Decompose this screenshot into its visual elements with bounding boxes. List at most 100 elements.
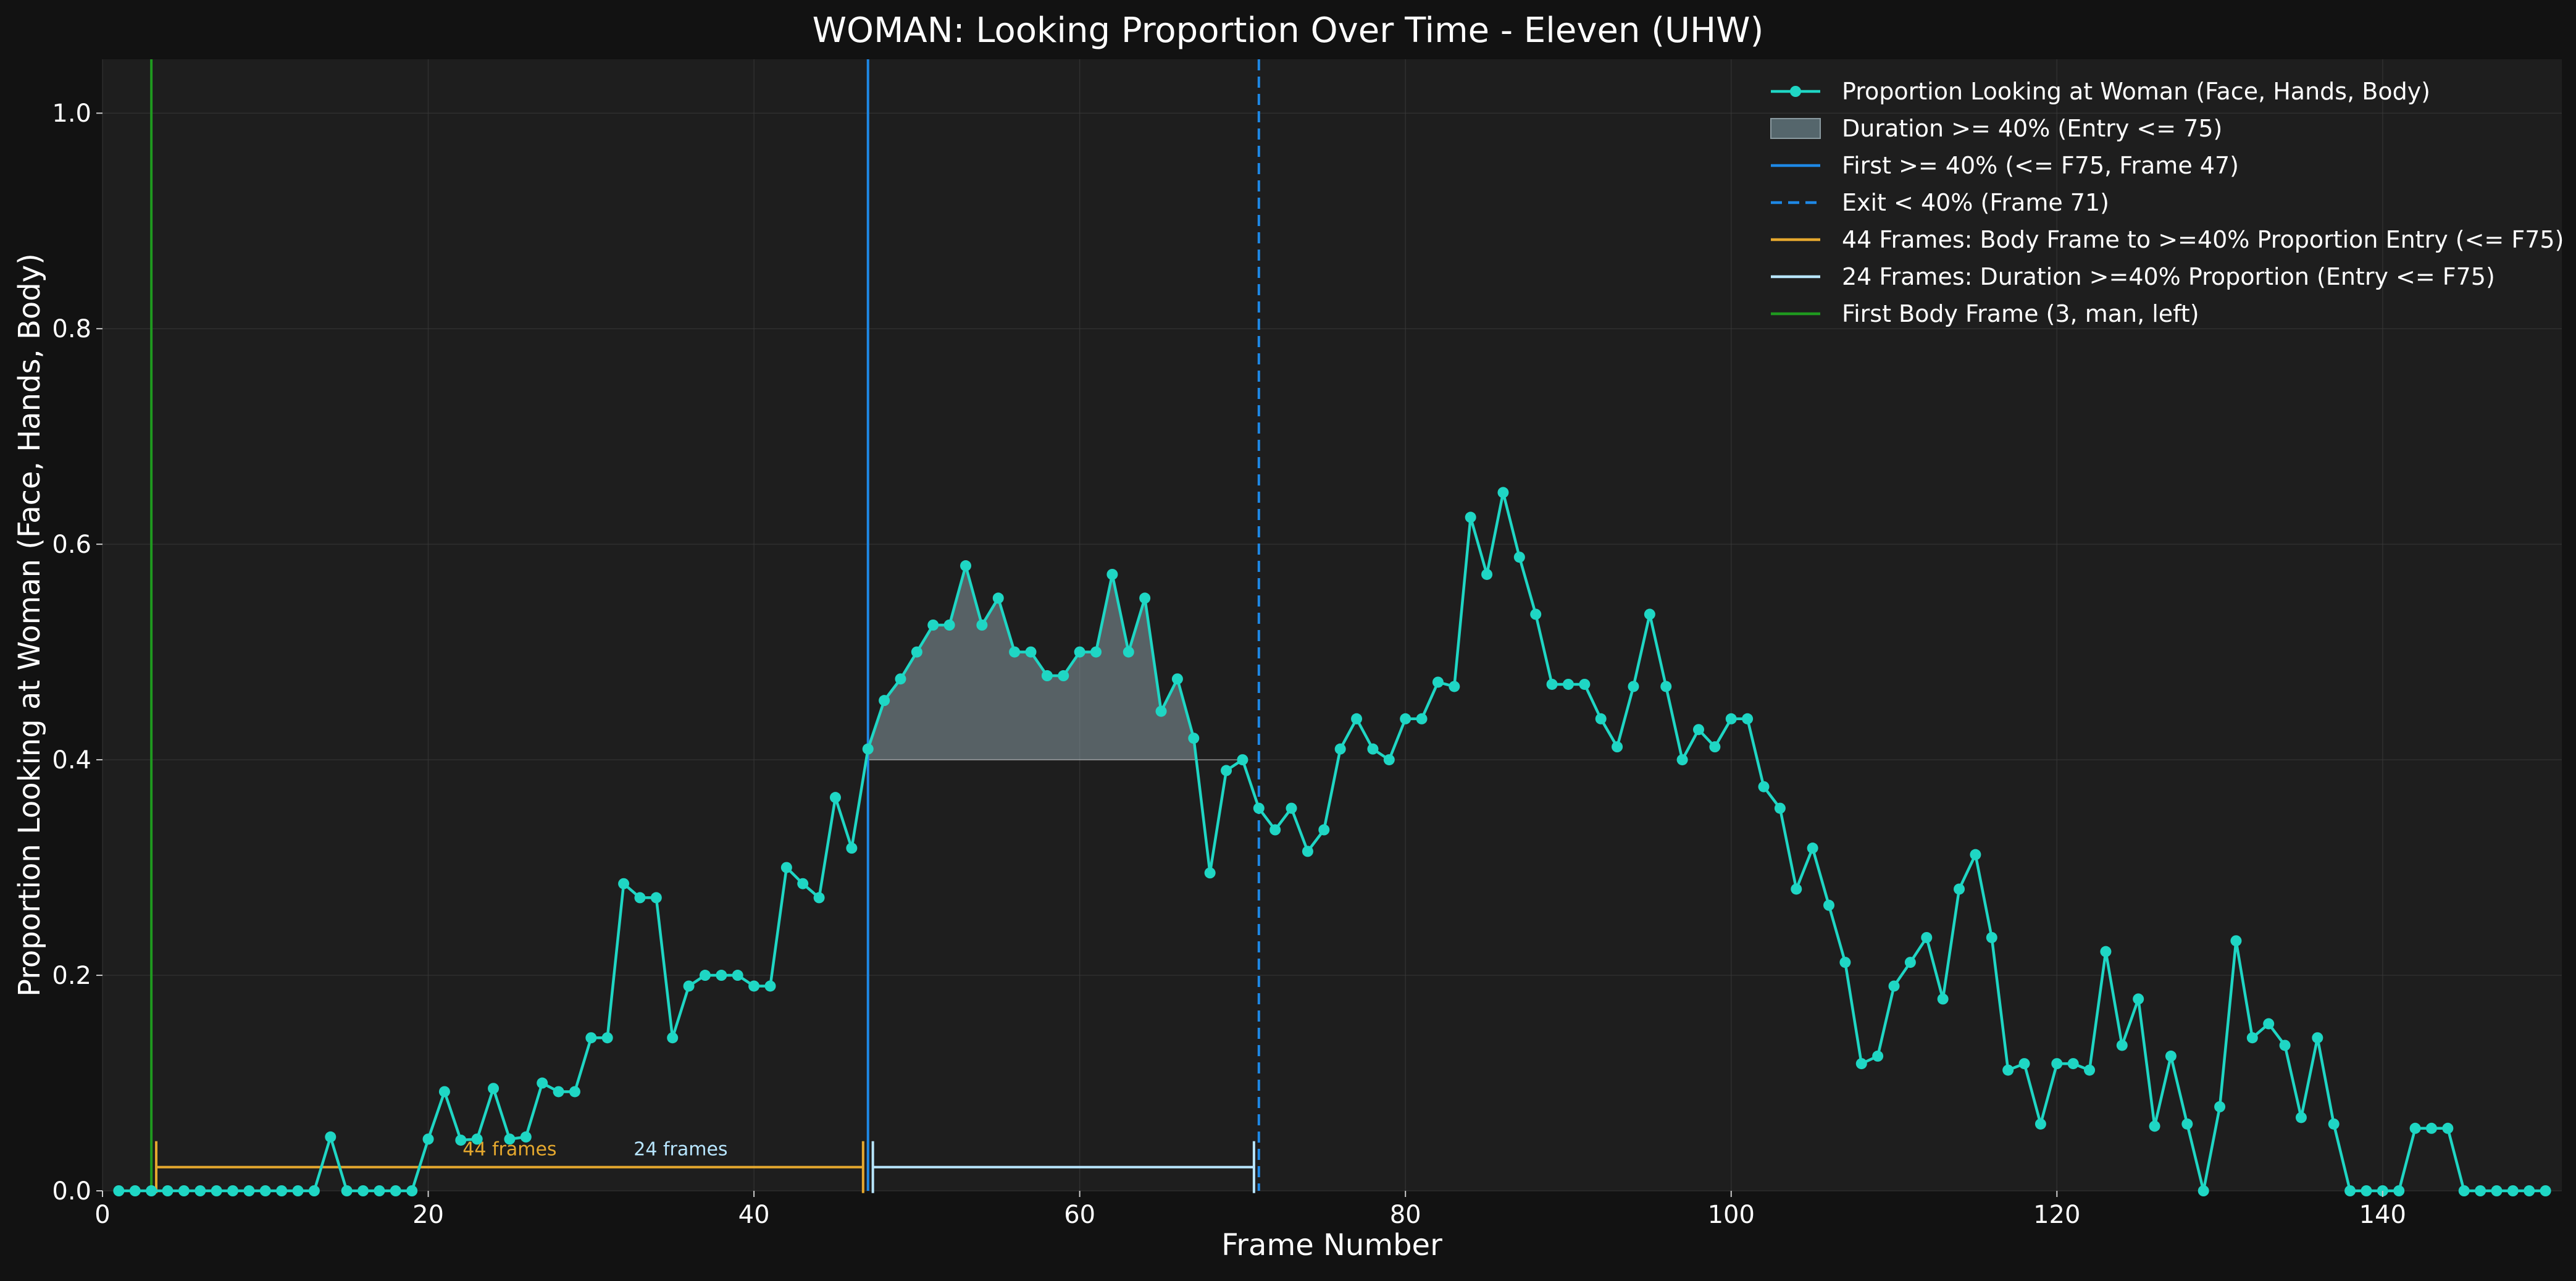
data-point: [585, 1032, 597, 1044]
data-point: [699, 970, 711, 981]
data-point: [1725, 713, 1737, 724]
data-point: [2149, 1120, 2160, 1132]
data-point: [1676, 754, 1688, 766]
data-point: [1286, 802, 1297, 814]
data-point: [1106, 568, 1118, 580]
data-point: [943, 620, 955, 631]
data-point: [2051, 1058, 2063, 1070]
data-point: [601, 1032, 613, 1044]
data-point: [1074, 646, 1085, 658]
data-point: [992, 592, 1004, 604]
data-point: [1221, 765, 1232, 776]
data-point: [2524, 1185, 2535, 1196]
data-point: [1628, 681, 1639, 692]
x-tick-label: 120: [2033, 1201, 2080, 1229]
data-point: [1204, 867, 1216, 879]
y-tick-label: 1.0: [52, 99, 91, 128]
data-point: [211, 1185, 222, 1196]
data-point: [2279, 1040, 2291, 1051]
legend-label: 44 Frames: Body Frame to >=40% Proportio…: [1842, 226, 2564, 253]
data-point: [1416, 713, 1428, 724]
legend-item: Duration >= 40% (Entry <= 75): [1770, 115, 2222, 142]
data-point: [1855, 1058, 1867, 1070]
data-point: [1497, 487, 1509, 498]
data-point: [1644, 608, 1655, 620]
data-point: [1530, 608, 1542, 620]
data-point: [1400, 713, 1411, 724]
data-point: [1302, 846, 1313, 857]
data-point: [895, 673, 906, 685]
data-point: [797, 878, 809, 889]
data-point: [2246, 1032, 2258, 1044]
data-point: [1660, 681, 1672, 692]
data-point: [2475, 1185, 2486, 1196]
data-point: [1904, 957, 1916, 968]
data-point: [520, 1131, 532, 1143]
data-point: [732, 970, 743, 981]
x-tick-label: 20: [412, 1201, 444, 1229]
data-point: [2491, 1185, 2503, 1196]
data-point: [1807, 842, 1818, 854]
x-tick-label: 40: [738, 1201, 770, 1229]
data-point: [960, 560, 972, 572]
legend: Proportion Looking at Woman (Face, Hands…: [1770, 78, 2564, 327]
data-point: [1090, 646, 1102, 658]
legend-label: First Body Frame (3, man, left): [1842, 300, 2199, 327]
data-point: [129, 1185, 141, 1196]
data-point: [618, 878, 630, 889]
vertical-lines: [150, 59, 1260, 1191]
y-tick-label: 0.2: [52, 962, 91, 990]
data-point: [308, 1185, 320, 1196]
data-point: [2425, 1122, 2437, 1134]
data-point: [2507, 1185, 2519, 1196]
data-point: [879, 695, 890, 707]
x-tick-label: 0: [94, 1201, 110, 1229]
data-point: [1383, 754, 1395, 766]
data-point: [1986, 931, 1997, 943]
data-point: [1888, 980, 1900, 992]
chart-title: WOMAN: Looking Proportion Over Time - El…: [813, 10, 1764, 51]
data-point: [341, 1185, 353, 1196]
y-tick-label: 0.0: [52, 1177, 91, 1206]
data-point: [1351, 713, 1363, 724]
data-point: [1237, 754, 1248, 766]
data-point: [1432, 676, 1444, 688]
data-point: [1009, 646, 1021, 658]
series: [113, 487, 2551, 1196]
data-point: [1058, 670, 1069, 682]
data-point: [1791, 883, 1802, 895]
data-point: [1612, 741, 1623, 753]
data-point: [862, 743, 874, 755]
data-point: [569, 1086, 580, 1098]
legend-label: First >= 40% (<= F75, Frame 47): [1842, 152, 2239, 179]
data-point: [813, 892, 825, 904]
plot-area: [102, 59, 2562, 1191]
data-point: [374, 1185, 385, 1196]
data-point: [716, 970, 727, 981]
grid: [102, 59, 2562, 1191]
data-point: [2214, 1101, 2226, 1112]
data-point: [2165, 1050, 2177, 1062]
data-point: [1692, 724, 1704, 736]
y-axis-label: Proportion Looking at Woman (Face, Hands…: [12, 253, 47, 997]
data-point: [1041, 670, 1053, 682]
data-point: [2067, 1058, 2079, 1070]
data-point: [780, 862, 792, 873]
data-point: [1253, 802, 1265, 814]
data-point: [927, 620, 939, 631]
data-point: [2018, 1058, 2030, 1070]
legend-label: Proportion Looking at Woman (Face, Hands…: [1842, 78, 2430, 105]
data-point: [243, 1185, 255, 1196]
data-point: [2263, 1018, 2275, 1030]
data-point: [455, 1134, 467, 1146]
data-point: [1171, 673, 1183, 685]
data-point: [113, 1185, 125, 1196]
data-point: [1954, 883, 1965, 895]
data-point: [2361, 1185, 2372, 1196]
data-point: [1839, 957, 1851, 968]
legend-item: First >= 40% (<= F75, Frame 47): [1771, 152, 2239, 179]
data-point: [292, 1185, 304, 1196]
bracket-label: 24 frames: [634, 1138, 727, 1160]
data-point: [667, 1032, 679, 1044]
